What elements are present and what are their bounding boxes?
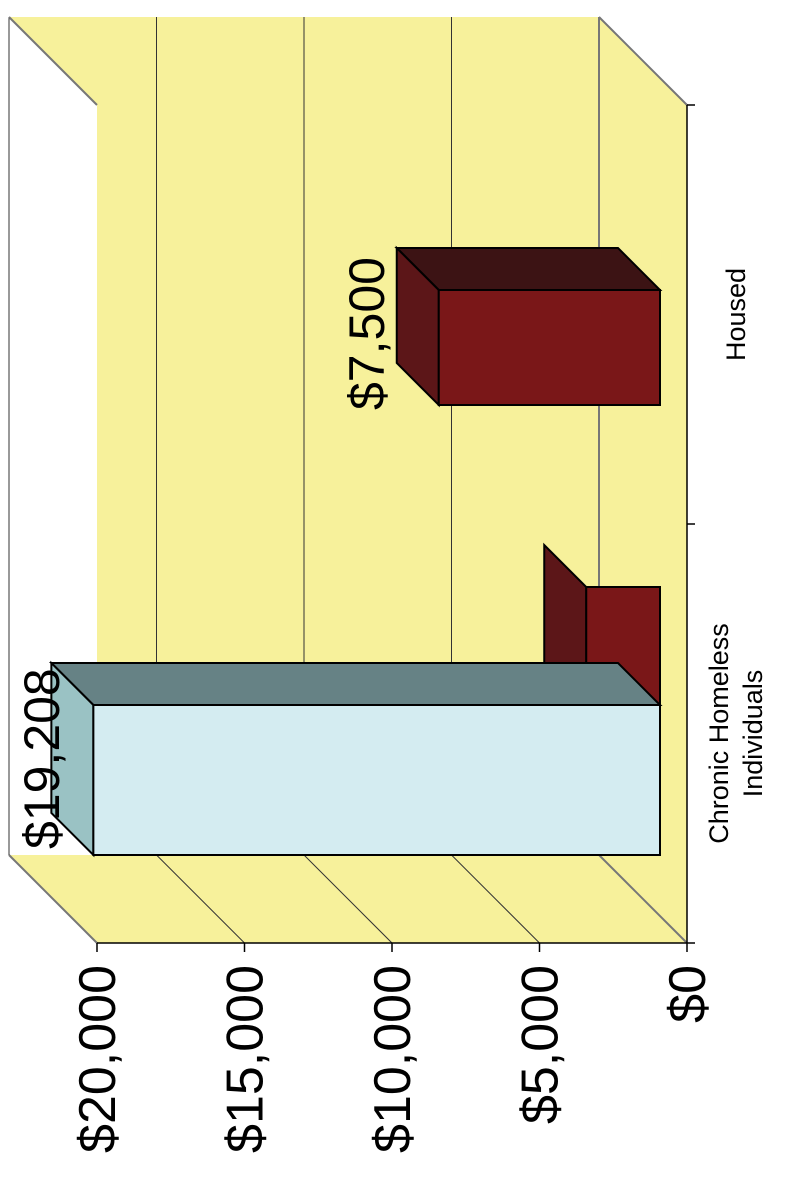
- gridline-depth-5000: [451, 854, 540, 944]
- bar-housed-series2-top: [394, 247, 663, 291]
- y-tick-label: $20,000: [69, 965, 127, 1153]
- y-tick-label: $5,000: [512, 965, 570, 1124]
- top-wall: [9, 17, 687, 105]
- data-label-housed: $7,500: [339, 257, 395, 410]
- value-axis: [96, 104, 695, 952]
- bars: [48, 245, 663, 858]
- labels: $0 $5,000 $10,000 $15,000 $20,000 Chronic Hom…: [14, 257, 768, 1153]
- y-tick-label: $15,000: [217, 965, 275, 1153]
- floor-edge-top: [598, 16, 688, 106]
- bar-chronic-series1-top: [48, 662, 663, 706]
- bar-chronic-series1-front: [92, 704, 661, 856]
- gridline-depth-15000: [156, 854, 245, 944]
- category-label: Individuals: [738, 670, 768, 798]
- wall-edge-left: [8, 854, 98, 944]
- category-label: Housed: [721, 268, 751, 361]
- bar-housed-series2-front: [437, 289, 661, 406]
- gridline-depth-10000: [303, 854, 393, 944]
- category-label: Chronic Homeless: [704, 623, 734, 844]
- floor-edge-bottom: [598, 854, 688, 944]
- y-tick-label: $0: [659, 965, 717, 1023]
- data-label-chronic: $19,208: [14, 668, 70, 849]
- y-tick-label: $10,000: [364, 965, 422, 1153]
- wall-edge-top: [8, 16, 98, 106]
